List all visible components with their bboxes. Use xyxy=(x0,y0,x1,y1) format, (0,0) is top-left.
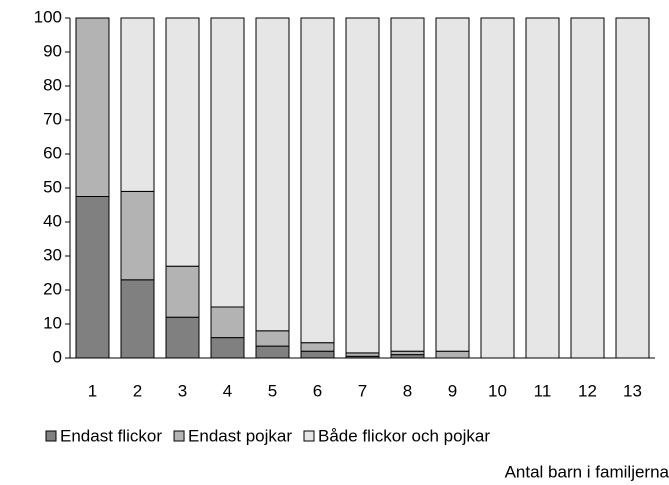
bar-segment xyxy=(615,17,650,359)
y-tick-label: 10 xyxy=(43,313,62,332)
legend-label: Endast flickor xyxy=(60,426,162,445)
y-tick-label: 40 xyxy=(43,211,62,230)
bar-segment xyxy=(525,17,560,359)
legend-label: Både flickor och pojkar xyxy=(318,426,490,445)
bar-segment xyxy=(165,17,200,267)
y-tick-label: 30 xyxy=(43,245,62,264)
bar-segment xyxy=(390,350,425,356)
y-tick-label: 60 xyxy=(43,143,62,162)
bar-segment xyxy=(345,352,380,357)
y-tick-label: 90 xyxy=(43,41,62,60)
bar-segment xyxy=(120,17,155,192)
x-tick-label: 4 xyxy=(223,381,232,400)
y-tick-label: 50 xyxy=(43,177,62,196)
bar-segment xyxy=(120,279,155,359)
x-tick-label: 3 xyxy=(178,381,187,400)
x-axis-title: Antal barn i familjerna xyxy=(505,462,669,481)
bar-segment xyxy=(255,345,290,359)
bar-segment xyxy=(120,190,155,281)
bar-segment xyxy=(165,316,200,359)
x-tick-label: 12 xyxy=(578,381,597,400)
y-tick-label: 20 xyxy=(43,279,62,298)
x-tick-label: 5 xyxy=(268,381,277,400)
y-tick-label: 0 xyxy=(53,347,62,366)
legend-swatch xyxy=(303,430,315,442)
bar-segment xyxy=(300,17,335,344)
x-tick-label: 10 xyxy=(488,381,507,400)
bar-segment xyxy=(75,196,110,359)
bar-segment xyxy=(210,337,245,359)
bar-segment xyxy=(570,17,605,359)
y-tick-label: 100 xyxy=(34,7,62,26)
legend-label: Endast pojkar xyxy=(188,426,292,445)
x-tick-label: 9 xyxy=(448,381,457,400)
bar-segment xyxy=(390,17,425,352)
x-tick-label: 2 xyxy=(133,381,142,400)
bar-segment xyxy=(75,17,110,197)
x-tick-label: 6 xyxy=(313,381,322,400)
bar-segment xyxy=(480,17,515,359)
x-tick-label: 1 xyxy=(88,381,97,400)
bar-segment xyxy=(345,17,380,354)
bar-segment xyxy=(300,350,335,359)
bar-segment xyxy=(435,17,470,352)
bar-segment xyxy=(390,354,425,359)
bar-segment xyxy=(165,265,200,318)
bar-segment xyxy=(300,342,335,352)
x-tick-label: 13 xyxy=(623,381,642,400)
bar-segment xyxy=(255,17,290,332)
x-tick-label: 11 xyxy=(534,381,552,400)
bar-segment xyxy=(210,306,245,339)
x-tick-label: 7 xyxy=(358,381,367,400)
y-tick-label: 80 xyxy=(43,75,62,94)
legend-swatch xyxy=(173,430,185,442)
y-tick-label: 70 xyxy=(43,109,62,128)
bar-segment xyxy=(210,17,245,308)
legend-swatch xyxy=(45,430,57,442)
bar-segment xyxy=(255,330,290,347)
bar-segment xyxy=(435,350,470,359)
x-tick-label: 8 xyxy=(403,381,412,400)
